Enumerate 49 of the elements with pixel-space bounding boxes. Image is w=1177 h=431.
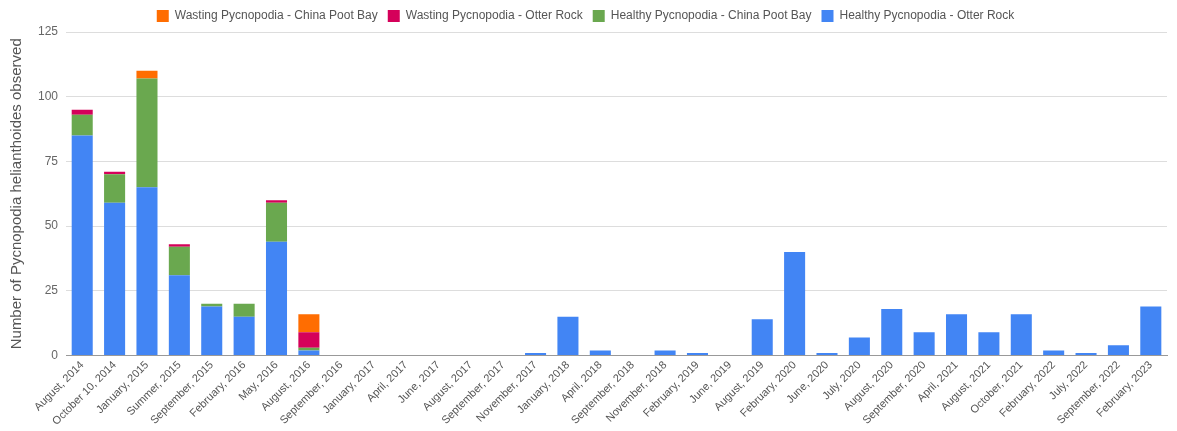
bar <box>557 316 579 356</box>
bar <box>589 350 611 356</box>
bar <box>1010 314 1032 356</box>
bar <box>751 319 773 356</box>
legend-label: Healthy Pycnopodia - Otter Rock <box>839 8 1016 23</box>
bar <box>168 275 190 356</box>
bar <box>201 306 223 356</box>
bar <box>848 337 870 356</box>
y-axis-title: Number of Pycnopodia helianthoides observed <box>7 38 25 350</box>
y-tick-label: 75 <box>44 153 59 168</box>
bar <box>265 241 288 356</box>
bar <box>686 352 708 356</box>
bar <box>265 200 288 203</box>
bar <box>233 316 255 356</box>
legend-label: Wasting Pycnopodia - China Poot Bay <box>174 8 378 23</box>
bar <box>978 332 1000 356</box>
bar <box>816 352 838 356</box>
bar <box>881 308 903 356</box>
bar <box>71 109 93 115</box>
bar <box>265 202 288 242</box>
bar <box>104 202 126 356</box>
y-tick-label: 50 <box>44 218 59 233</box>
y-tick-label: 125 <box>37 24 59 39</box>
bar <box>1140 306 1162 356</box>
y-tick-label: 0 <box>51 347 59 362</box>
legend-label: Healthy Pycnopodia - China Poot Bay <box>610 8 812 23</box>
y-tick-label: 25 <box>44 283 59 298</box>
legend-label: Wasting Pycnopodia - Otter Rock <box>405 8 584 23</box>
bar <box>71 135 93 356</box>
bar <box>298 314 320 333</box>
bar <box>1043 350 1065 356</box>
y-tick-label: 100 <box>37 89 59 104</box>
bar <box>1107 345 1129 356</box>
bar <box>136 187 158 356</box>
bar <box>233 303 255 317</box>
bar <box>168 246 190 276</box>
bar <box>946 314 968 356</box>
bar <box>784 252 806 356</box>
bar <box>104 174 126 203</box>
bar <box>525 352 547 356</box>
bar <box>1075 352 1097 356</box>
bar <box>136 70 158 79</box>
bar <box>71 114 93 136</box>
bar <box>136 78 158 188</box>
bar <box>168 244 190 247</box>
bar <box>654 350 676 356</box>
bar <box>298 350 320 356</box>
bar <box>298 332 320 348</box>
bar <box>913 332 935 356</box>
